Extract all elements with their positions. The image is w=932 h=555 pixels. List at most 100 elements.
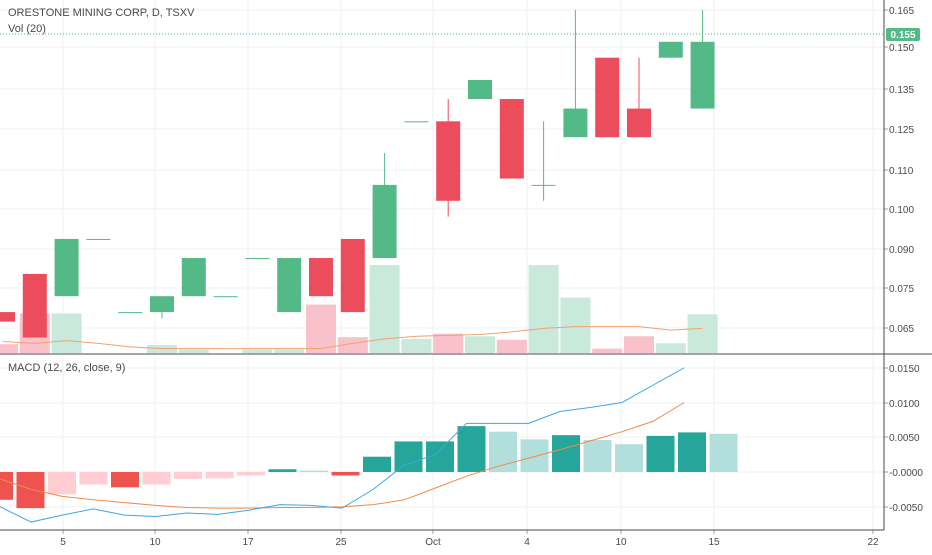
macd-histogram-bar [48,472,76,495]
macd-tick-label: 0.0150 [889,364,920,375]
macd-histogram-bar [79,472,108,485]
macd-histogram-bar [142,472,171,485]
macd-histogram-bar [205,472,234,479]
last-price-label: 0.155 [890,30,915,41]
macd-indicator-title: MACD (12, 26, close, 9) [8,362,125,374]
candle-body-up [118,312,143,314]
volume-bar [592,348,623,353]
macd-histogram-bar [394,441,423,472]
macd-histogram-bar [520,439,549,472]
volume-bar [687,314,718,353]
macd-tick-label: -0.0000 [889,468,923,479]
candle-body-up [54,238,79,297]
candle-body-down [436,121,461,201]
volume-bar [401,338,432,353]
candle-body-down [499,99,524,179]
price-tick-label: 0.110 [889,166,914,177]
macd-histogram-bar [300,470,328,472]
macd-histogram-bar [268,469,297,472]
volume-bar [337,337,368,353]
volume-ma-line [2,326,703,350]
macd-tick-label: 0.0050 [889,433,920,444]
chart-title: ORESTONE MINING CORP, D, TSXV [8,7,195,19]
volume-bar [465,336,495,353]
macd-histogram-bar [174,472,202,479]
macd-histogram-bar [0,472,13,500]
candle-body-down [0,312,15,322]
time-tick-label: 25 [335,537,347,548]
macd-histogram-bar [583,440,612,472]
macd-histogram [0,426,738,509]
candle-body-up [181,258,206,297]
candle-body-up [245,258,270,260]
volume-bar [274,349,305,353]
time-tick-label: 4 [524,537,530,548]
volume-bar [624,336,654,353]
candle-body-down [309,258,333,297]
volume-bar [242,349,273,353]
candle-body-up [372,184,397,259]
macd-histogram-bar [363,456,391,472]
candle-body-up [277,258,302,313]
volume-bar [0,344,18,353]
candle-body-up [404,121,429,123]
macd-line [0,367,685,523]
price-tick-label: 0.065 [889,324,914,335]
price-tick-label: 0.135 [889,85,914,96]
macd-histogram-bar [457,426,486,472]
candle-body-up [468,79,492,100]
price-tick-label: 0.090 [889,245,914,256]
candle-body-up [150,296,174,313]
volume-ma-polyline [2,326,703,350]
time-tick-label: 5 [60,537,66,548]
macd-histogram-bar [678,432,706,472]
price-tick-label: 0.165 [889,6,914,17]
time-tick-label: Oct [425,537,441,548]
macd-tick-label: 0.0100 [889,399,920,410]
volume-bar [655,343,686,353]
volume-bar [369,265,400,353]
macd-histogram-bar [489,431,517,472]
price-tick-label: 0.075 [889,284,914,295]
candle-body-up [531,184,556,186]
time-tick-label: 17 [242,537,254,548]
macd-histogram-bar [646,435,675,472]
volume-bar [433,333,464,353]
time-tick-label: 22 [867,537,879,548]
macd-histogram-bar [237,472,265,476]
price-tick-label: 0.100 [889,205,914,216]
volume-bar [178,349,209,353]
macd-lines [0,367,685,523]
candle-body-down [22,273,47,338]
macd-histogram-bar [111,472,139,488]
volume-bar [528,265,559,353]
macd-histogram-bar [615,444,643,472]
volume-bar [560,297,591,353]
candle-body-up [658,41,683,58]
candle-body-up [213,296,238,298]
time-tick-label: 10 [149,537,161,548]
signal-line [0,402,685,509]
macd-histogram-bar [331,472,360,476]
macd-histogram-bar [709,433,738,472]
candle-body-down [595,57,620,138]
macd-tick-label: -0.0050 [889,503,923,514]
volume-bar [51,313,82,353]
last-price-badge [886,28,920,41]
candle-body-up [690,41,715,109]
candle-body-up [563,108,588,138]
candle-body-down [627,108,651,138]
macd-histogram-bar [552,435,580,472]
volume-indicator-title: Vol (20) [8,23,46,35]
volume-bar [496,339,527,353]
price-tick-label: 0.150 [889,43,914,54]
macd-histogram-bar [16,472,45,509]
time-tick-label: 15 [708,537,720,548]
price-candles [0,10,715,338]
candle-body-down [340,238,365,313]
time-tick-label: 10 [615,537,627,548]
axes: 0.165 0.150 0.135 0.125 0.110 0.100 0.090 0.075… [0,0,923,548]
candle-body-up [86,238,111,240]
